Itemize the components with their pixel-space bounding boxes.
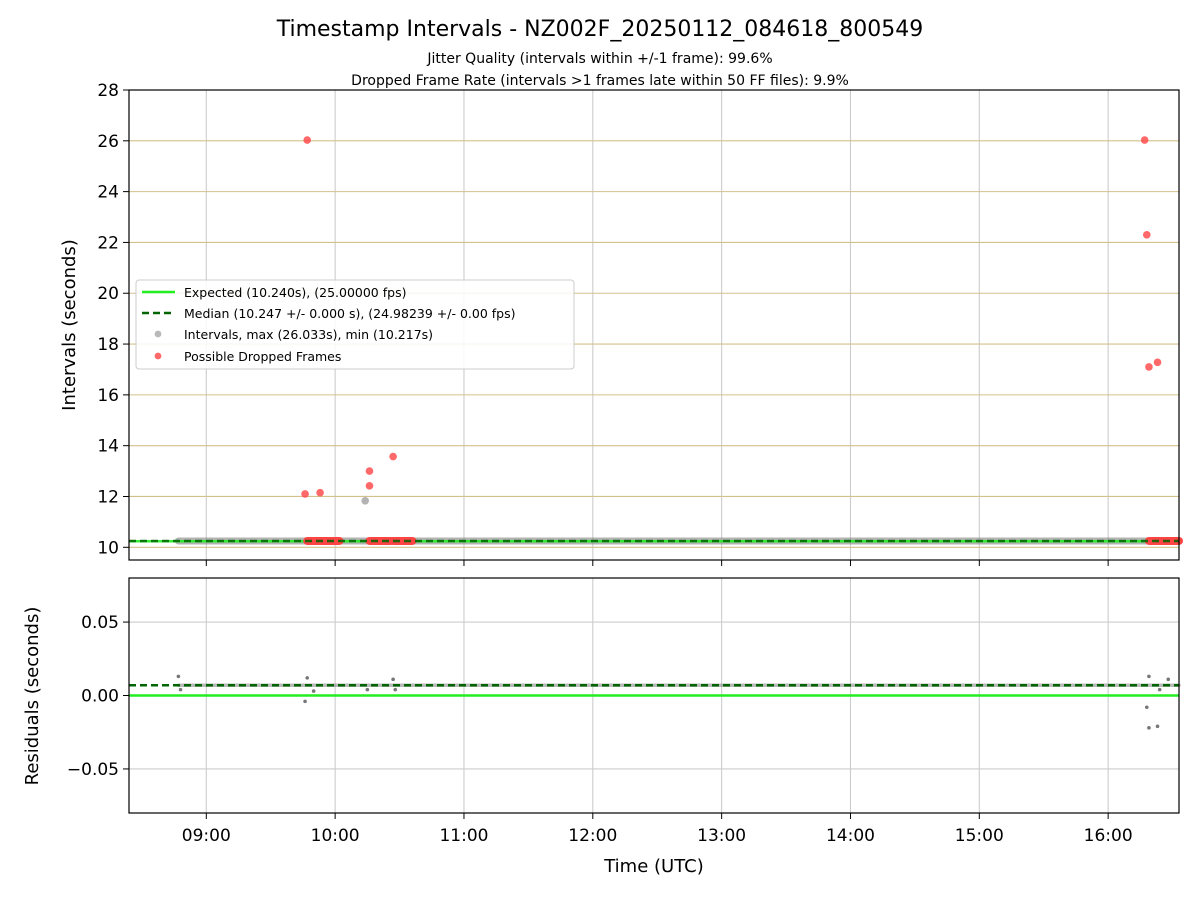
x-tick-label: 11:00 (439, 826, 488, 846)
legend-label-intervals: Intervals, max (26.033s), min (10.217s) (184, 327, 433, 342)
chart-title: Timestamp Intervals - NZ002F_20250112_08… (276, 17, 924, 42)
residual-point (1147, 726, 1151, 730)
intervals-y-tick-label: 20 (97, 284, 119, 304)
intervals-y-tick-label: 22 (97, 233, 119, 253)
dropped-frame-point (389, 452, 397, 461)
legend-label-median: Median (10.247 +/- 0.000 s), (24.98239 +… (184, 306, 515, 321)
dropped-frame-point (301, 490, 309, 498)
x-axis-label: Time (UTC) (603, 856, 704, 877)
residual-point (1157, 687, 1162, 692)
intervals-y-tick-label: 14 (97, 437, 119, 457)
x-tick-label: 10:00 (311, 826, 360, 846)
residuals-series (129, 674, 1181, 730)
residual-point (1147, 674, 1151, 679)
intervals-y-tick-label: 26 (97, 132, 119, 152)
x-tick-label: 12:00 (568, 826, 617, 846)
residual-point (391, 677, 395, 682)
interval-point (361, 497, 369, 505)
residuals-y-axis-label: Residuals (seconds) (22, 607, 43, 786)
legend-label-dropped: Possible Dropped Frames (184, 349, 341, 364)
legend: Expected (10.240s), (25.00000 fps) Media… (135, 279, 575, 370)
x-tick-label: 15:00 (955, 826, 1004, 846)
legend-label-expected: Expected (10.240s), (25.00000 fps) (184, 285, 406, 300)
intervals-y-axis-label: Intervals (seconds) (59, 239, 80, 411)
dropped-frame-point (365, 482, 374, 490)
intervals-y-ticks: 10 12 14 16 18 20 22 24 26 28 (97, 81, 129, 558)
dropped-frame-point (316, 488, 324, 497)
residuals-axes-frame (128, 577, 1180, 814)
legend-marker-dropped (154, 352, 162, 360)
intervals-y-tick-label: 24 (97, 183, 119, 203)
x-tick-label: 16:00 (1084, 826, 1133, 846)
residuals-x-ticks: 09:00 10:00 11:00 12:00 13:00 14:00 15:00 16:00 (182, 813, 1133, 846)
dropped-frame-point (303, 136, 312, 144)
residuals-y-tick-label: −0.05 (67, 760, 119, 780)
intervals-axes-frame (128, 89, 1180, 561)
residual-point (303, 699, 307, 704)
chart-subtitle-dropped: Dropped Frame Rate (intervals >1 frames … (351, 73, 849, 89)
intervals-y-tick-label: 10 (97, 538, 119, 558)
residual-point (1155, 724, 1160, 729)
x-tick-label: 14:00 (826, 826, 875, 846)
residual-point (176, 674, 181, 679)
intervals-y-tick-label: 18 (97, 335, 119, 355)
residuals-y-tick-label: 0.05 (81, 613, 119, 633)
intervals-series (129, 136, 1183, 545)
residuals-y-ticks: 0.05 0.00 −0.05 (67, 613, 129, 780)
intervals-y-tick-label: 28 (97, 81, 119, 101)
legend-marker-intervals (154, 330, 162, 338)
residual-point (1166, 677, 1171, 682)
residual-point (311, 689, 316, 693)
intervals-y-tick-label: 16 (97, 386, 119, 406)
intervals-x-tick-marks (205, 560, 1109, 566)
intervals-y-tick-label: 12 (97, 487, 119, 507)
x-tick-label: 13:00 (697, 826, 746, 846)
residual-point (365, 687, 370, 692)
intervals-panel: 10 12 14 16 18 20 22 24 26 28 Intervals (seconds)… (59, 81, 1183, 566)
residuals-y-tick-label: 0.00 (81, 687, 119, 707)
dropped-frame-point (1140, 136, 1149, 144)
residual-point (305, 676, 310, 680)
chart-subtitle-jitter: Jitter Quality (intervals within +/-1 fr… (426, 51, 772, 67)
residual-point (178, 687, 183, 692)
residuals-panel: 0.05 0.00 −0.05 09:00 10:00 11:00 12:00 13:00 1… (22, 577, 1181, 877)
dropped-frame-point (1153, 358, 1162, 367)
dropped-frame-point (1145, 363, 1153, 371)
residual-point (393, 687, 398, 692)
x-tick-label: 09:00 (182, 826, 231, 846)
legend-box (135, 279, 575, 370)
dropped-frame-point (1142, 231, 1151, 239)
dropped-frame-point (365, 467, 374, 475)
residual-point (1144, 705, 1149, 710)
